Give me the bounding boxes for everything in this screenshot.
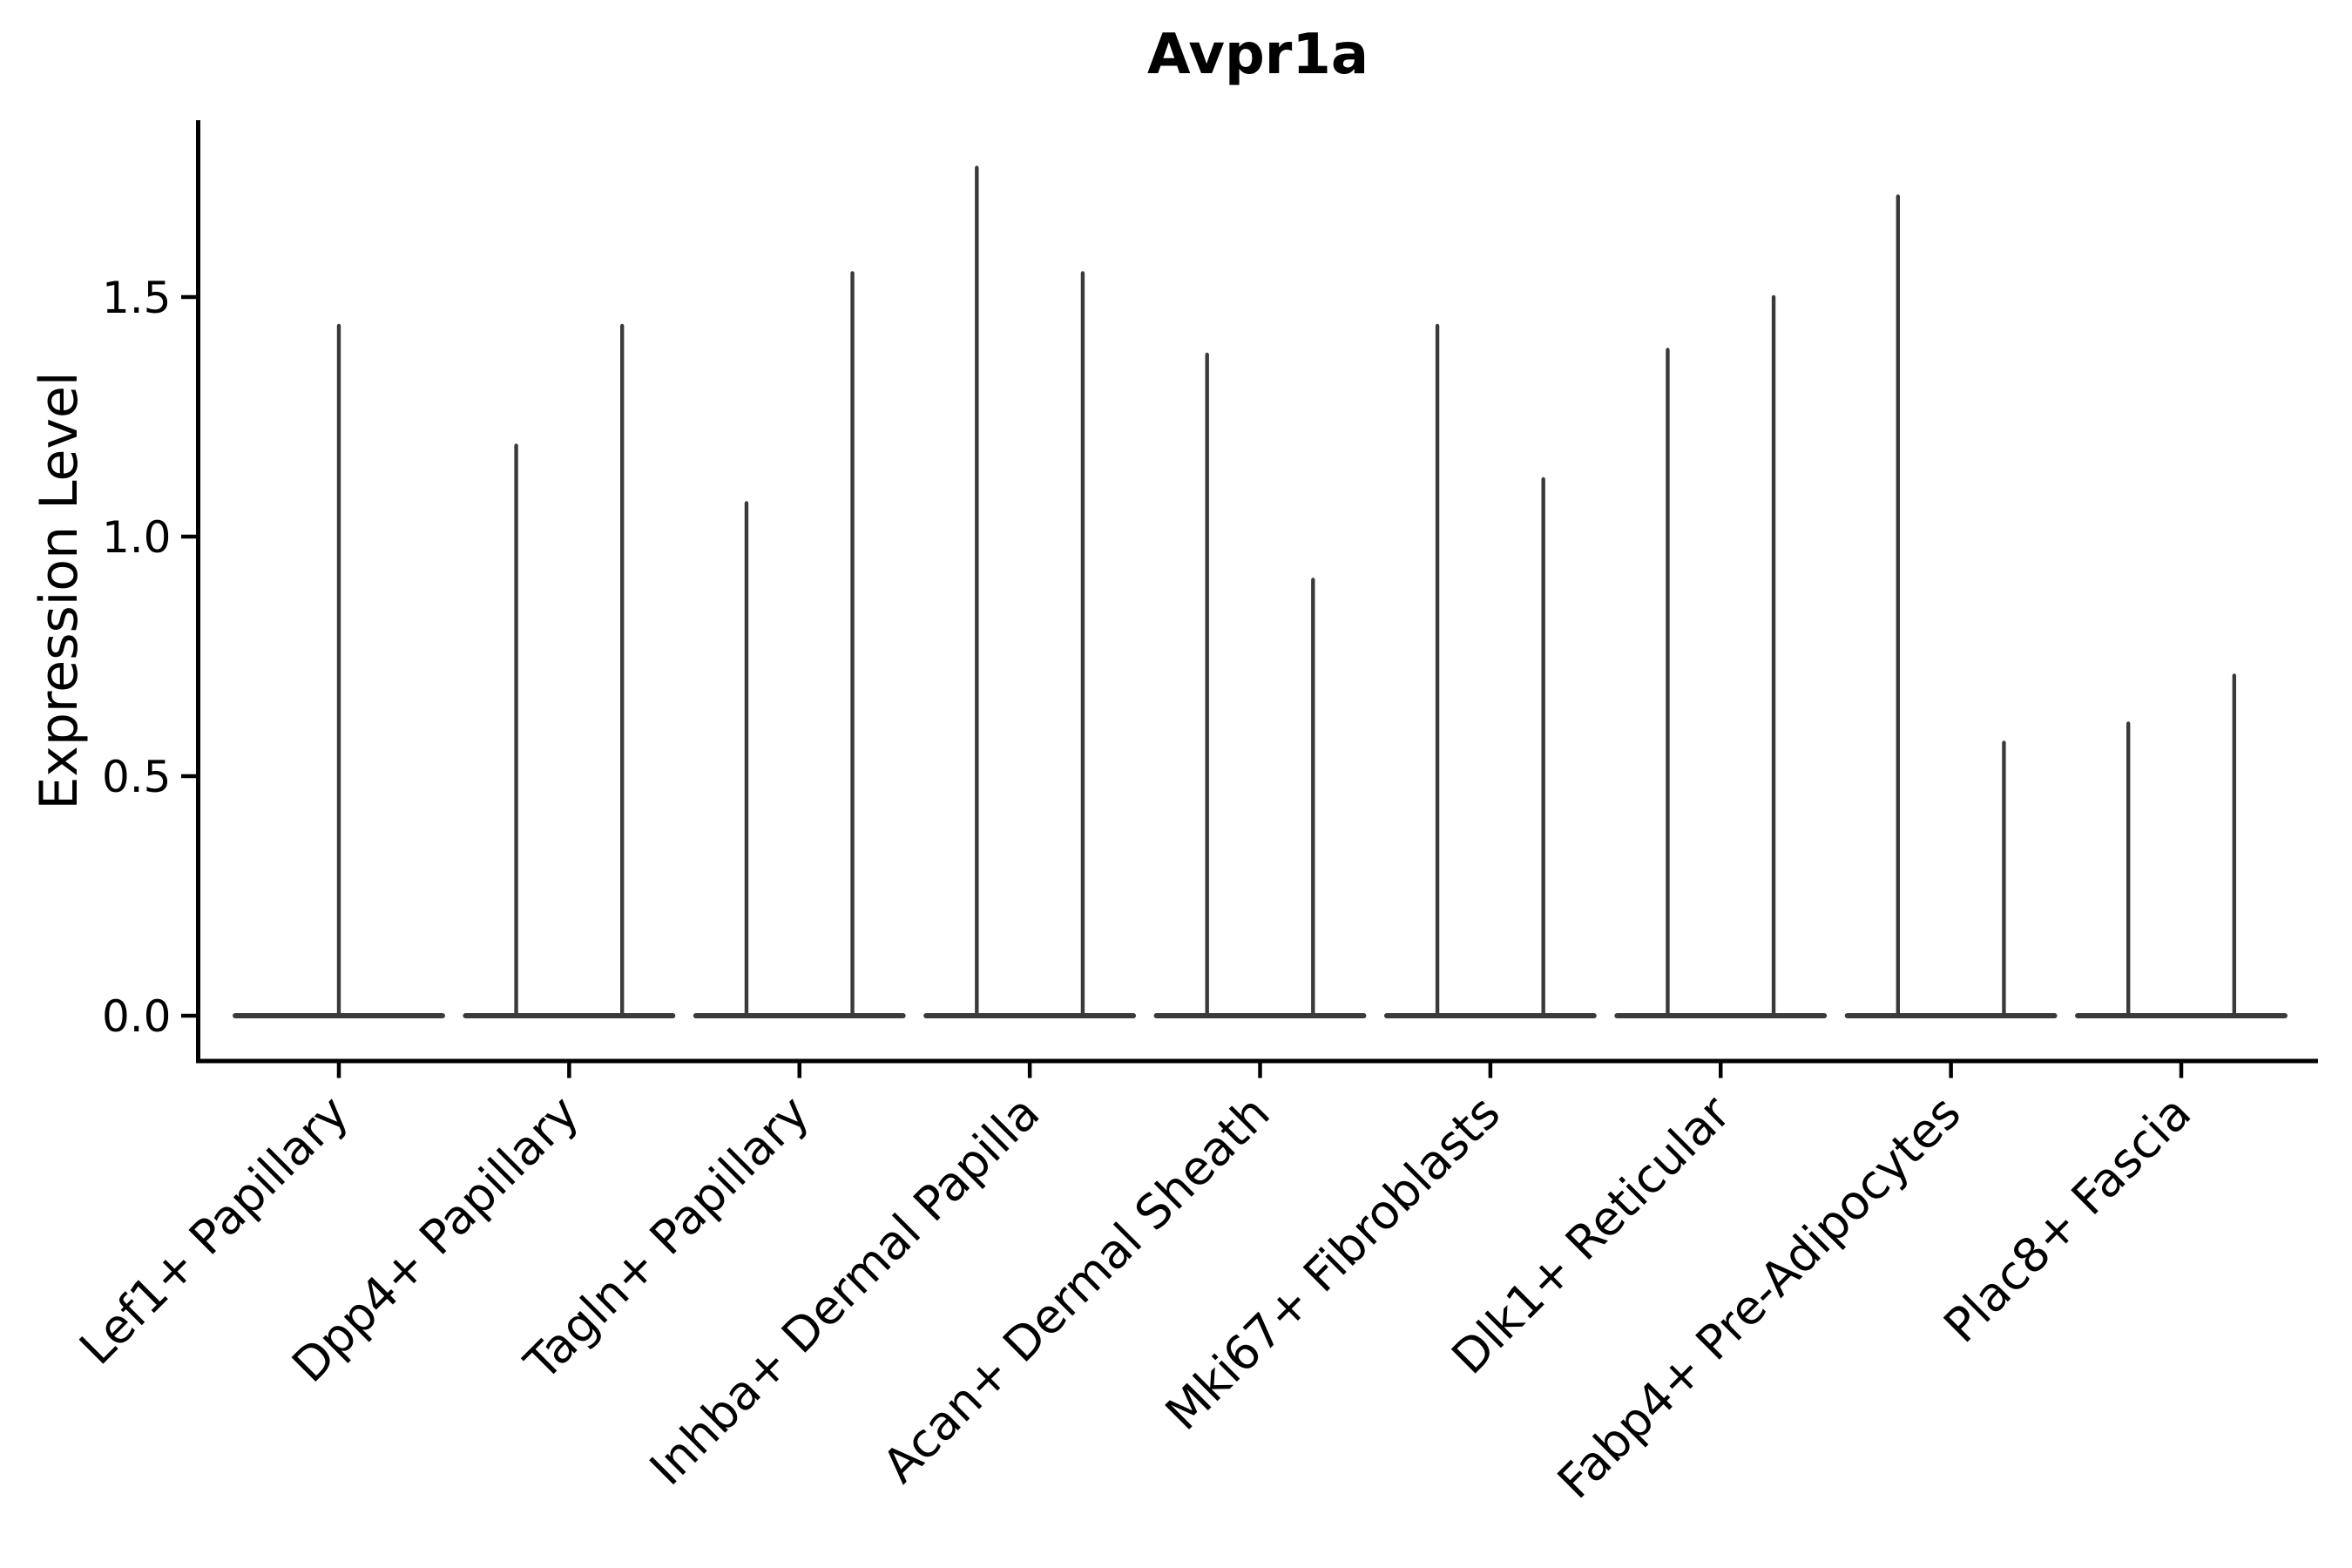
y-tick-label: 1.0 (102, 512, 172, 563)
x-tick-label: Fabp4+ Pre-Adipocytes (1547, 1085, 1971, 1510)
y-tick-label: 0.0 (102, 991, 172, 1042)
x-tick-label: Plac8+ Fascia (1933, 1085, 2201, 1354)
y-tick-label: 0.5 (102, 752, 172, 802)
plot-title: Avpr1a (1146, 23, 1369, 87)
x-tick-label: Inhba+ Dermal Papilla (639, 1085, 1050, 1496)
y-tick-label: 1.5 (102, 273, 172, 323)
x-tick-label: Acan+ Dermal Sheath (872, 1085, 1280, 1493)
